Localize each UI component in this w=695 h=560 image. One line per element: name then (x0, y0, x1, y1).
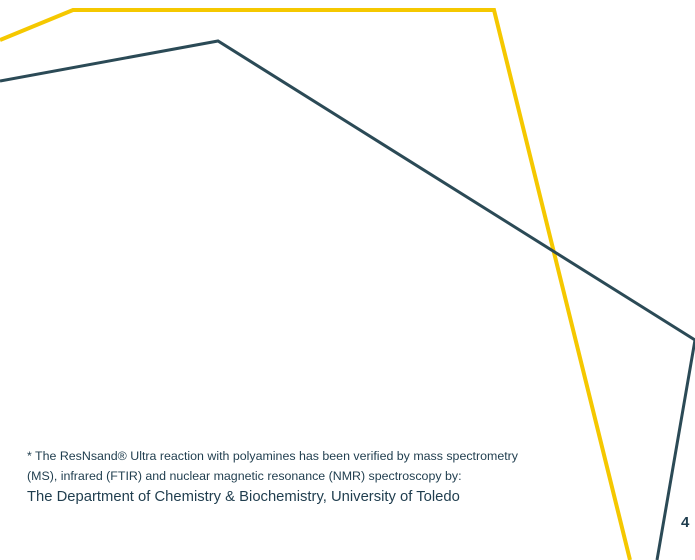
footnote-line-1: * The ResNsand® Ultra reaction with poly… (27, 449, 518, 463)
footnote-line-2: (MS), infrared (FTIR) and nuclear magnet… (27, 469, 462, 483)
footnote-credit: The Department of Chemistry & Biochemist… (27, 489, 460, 505)
yellow-decorative-line (0, 8, 632, 560)
footnote: * The ResNsand® Ultra reaction with poly… (27, 446, 627, 508)
slate-decorative-line (0, 39, 695, 560)
page-number: 4 (681, 514, 690, 531)
